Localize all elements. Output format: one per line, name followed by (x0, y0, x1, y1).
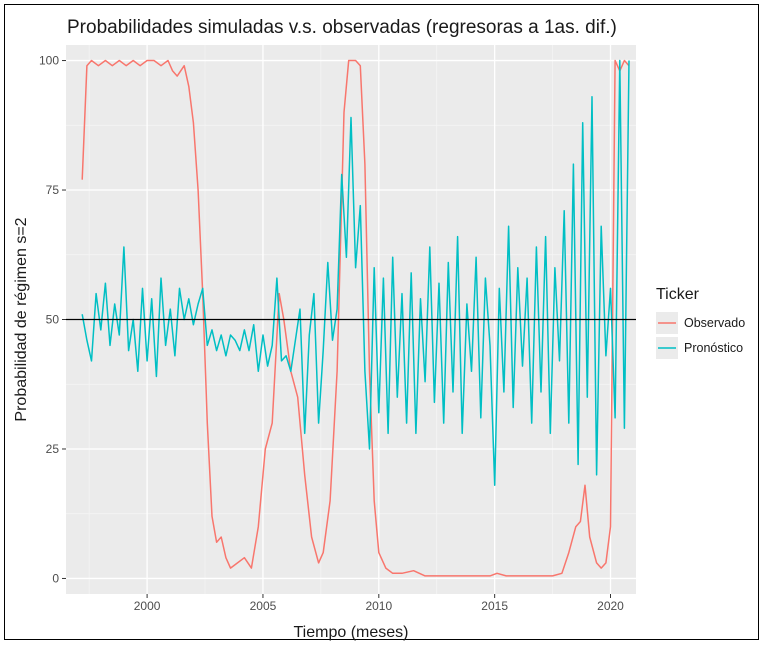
x-tick-label: 2015 (481, 599, 508, 613)
x-tick-label: 2005 (250, 599, 277, 613)
x-axis-ticks: 2000 2005 2010 2015 2020 (134, 594, 624, 613)
x-tick-label: 2010 (365, 599, 392, 613)
y-axis-ticks: 0 25 50 75 100 (39, 54, 66, 585)
series-line-observado (81, 59, 630, 577)
y-tick-label: 100 (39, 54, 59, 68)
x-axis-label: Tiempo (meses) (294, 624, 409, 641)
y-tick-label: 75 (46, 183, 60, 197)
chart-title: Probabilidades simuladas v.s. observadas… (67, 17, 617, 38)
y-tick-label: 50 (46, 313, 60, 327)
legend: Ticker Observado Pronóstico (656, 286, 745, 359)
y-tick-label: 25 (46, 442, 60, 456)
legend-label: Observado (684, 316, 745, 330)
x-tick-label: 2000 (134, 599, 161, 613)
series-line-pronstico (81, 59, 630, 486)
legend-items: Observado Pronóstico (656, 312, 745, 359)
major-gridlines (66, 45, 636, 594)
y-axis-label: Probabilidad de régimen s=2 (13, 217, 30, 421)
y-tick-label: 0 (52, 571, 59, 585)
x-tick-label: 2020 (597, 599, 624, 613)
legend-title: Ticker (656, 286, 700, 303)
series-layer (81, 59, 630, 577)
legend-label: Pronóstico (684, 341, 743, 355)
